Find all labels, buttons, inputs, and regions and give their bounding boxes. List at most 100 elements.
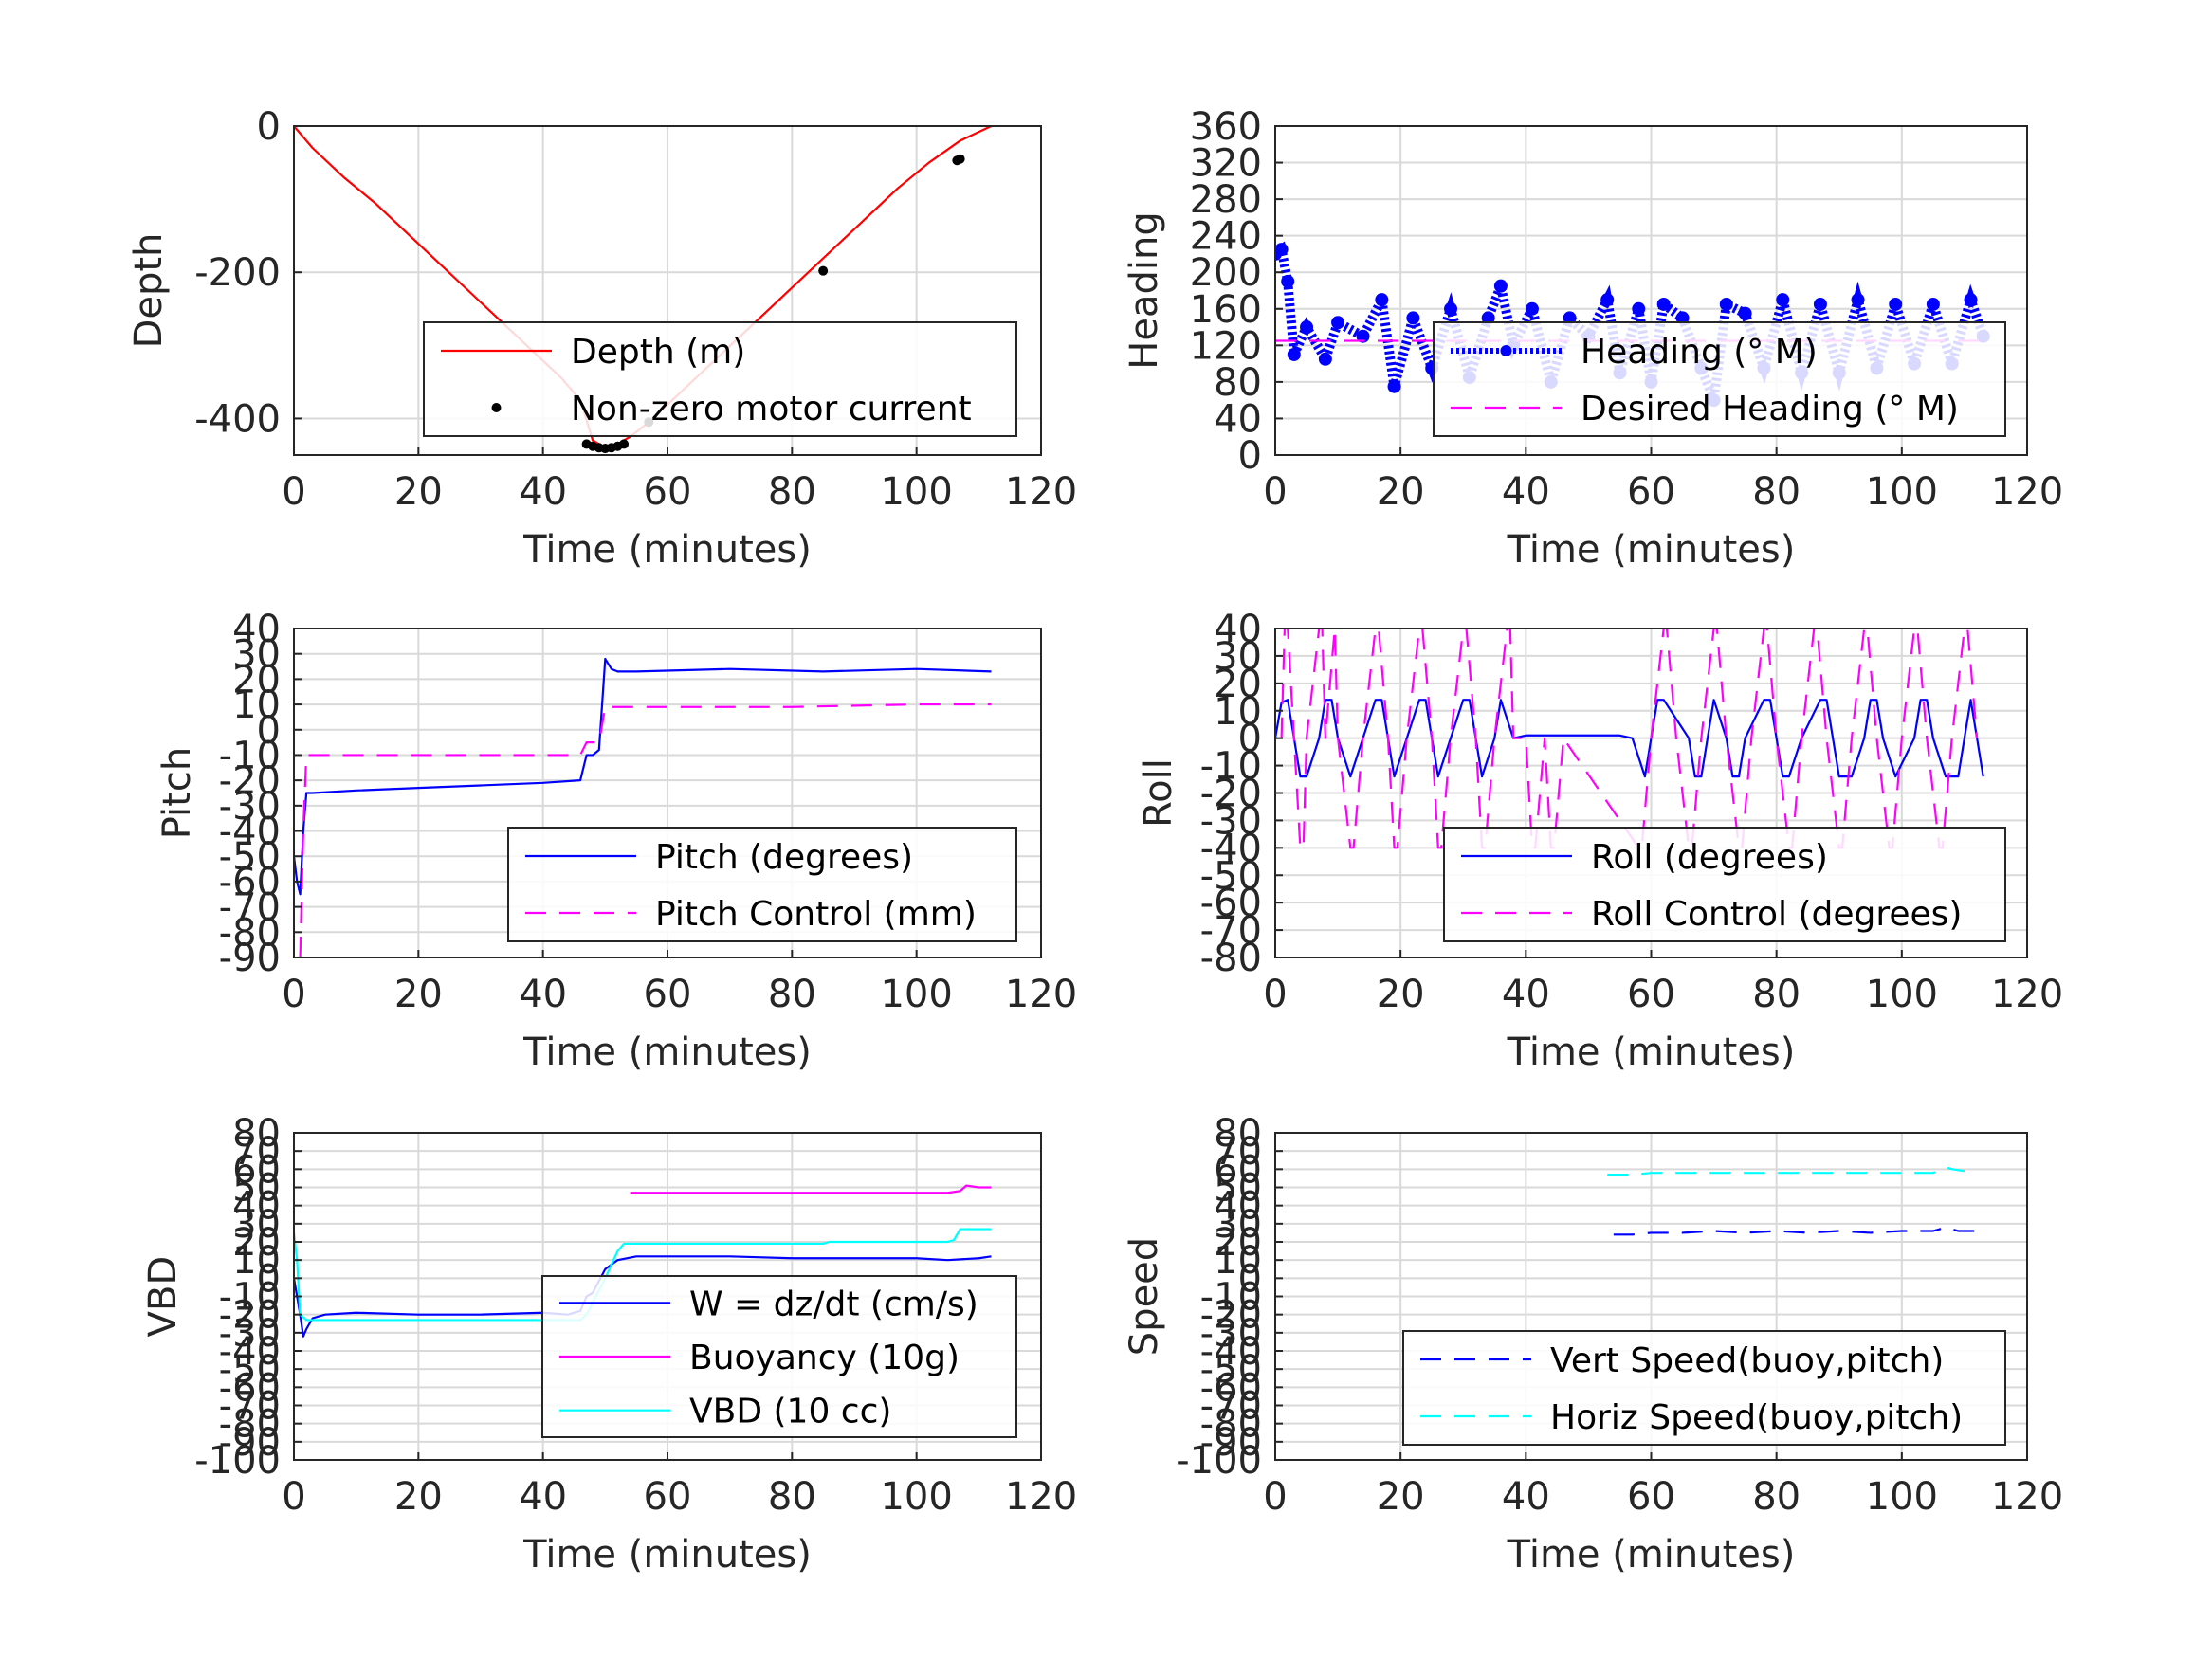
heading-x-tick-label: 120 (1991, 470, 2063, 514)
vbd-y-tick-label: 30 (232, 1203, 281, 1247)
depth-legend-box (423, 321, 1017, 437)
depth-legend-label: Depth (m) (571, 333, 745, 372)
depth-y-tick-label: 0 (257, 105, 281, 149)
heading-y-tick-label: 80 (1214, 361, 1262, 405)
vbd-subplot: 0 20 40 60 80 100 120-100-90-80-70-60-50-40-30… (141, 1112, 1077, 1577)
vbd-ylabel: VBD (141, 1256, 185, 1338)
speed-legend-label: Horiz Speed(buoy,pitch) (1550, 1398, 1963, 1437)
vbd-y-tick-label: 50 (232, 1167, 281, 1211)
roll-y-tick-label: -20 (1200, 773, 1262, 816)
vbd-y-tick-label: -40 (219, 1330, 281, 1374)
heading-y-tick-label: 320 (1190, 142, 1262, 186)
speed-x-tick-label: 40 (1502, 1475, 1550, 1519)
vbd-y-tick-label: 70 (232, 1130, 281, 1174)
speed-plot-area (1607, 1166, 1978, 1236)
pitch-y-tick-label: -80 (219, 911, 281, 955)
depth-xlabel: Time (minutes) (522, 528, 812, 572)
speed-y-tick-label: 40 (1214, 1185, 1262, 1229)
speed-y-tick-label: -60 (1200, 1366, 1262, 1410)
pitch-y-tick-label: -90 (219, 937, 281, 980)
speed-subplot: 0 20 40 60 80 100 120-100-90-80-70-60-50-40-30… (1123, 1112, 2063, 1577)
speed-y-tick-label: 70 (1214, 1130, 1262, 1174)
vbd-y-tick-label: -30 (219, 1312, 281, 1356)
heading-x-tick-label: 40 (1502, 470, 1550, 514)
pitch-subplot: 0 20 40 60 80 100 120-90-80-70-60-50-40-30-20-… (155, 608, 1077, 1074)
vbd-x-tick-label: 120 (1005, 1475, 1077, 1519)
roll-y-tick-label: 10 (1214, 690, 1262, 734)
pitch-y-tick-label: -60 (219, 861, 281, 904)
depth-x-tick-label: 60 (644, 470, 692, 514)
vbd-legend: W = dz/dt (cm/s) Buoyancy (10g) VBD (10 cc… (541, 1275, 1017, 1438)
heading-y-tick-label: 40 (1214, 397, 1262, 441)
roll-y-tick-label: 0 (1238, 718, 1262, 761)
speed-y-tick-label: 60 (1214, 1148, 1262, 1192)
heading-y-tick-label: 0 (1238, 434, 1262, 478)
pitch-y-tick-label: -70 (219, 886, 281, 930)
depth-x-tick-label: 0 (282, 470, 305, 514)
heading-y-tick-label: 120 (1190, 324, 1262, 368)
depth-legend: Depth (m) Non-zero motor current (423, 321, 1017, 437)
vbd-y-tick-label: -80 (219, 1403, 281, 1447)
vbd-y-tick-label: 0 (257, 1257, 281, 1301)
vbd-y-tick-label: -90 (219, 1421, 281, 1465)
roll-y-tick-label: -50 (1200, 854, 1262, 898)
depth-subplot: 0 20 40 60 80 100 120 0 -200 -400 Time (minutes) De… (127, 105, 1077, 572)
pitch-legend-label: Pitch (degrees) (655, 838, 913, 877)
vbd-x-tick-label: 0 (282, 1475, 305, 1519)
roll-y-tick-label: -40 (1200, 827, 1262, 870)
speed-y-tick-label: -70 (1200, 1385, 1262, 1429)
heading-legend-box (1433, 321, 2006, 437)
speed-y-tick-label: -80 (1200, 1403, 1262, 1447)
roll-ylabel: Roll (1137, 758, 1180, 828)
vbd-series-2-line (294, 1228, 992, 1322)
vbd-x-tick-label: 80 (768, 1475, 816, 1519)
heading-x-tick-label: 20 (1377, 470, 1425, 514)
speed-y-tick-label: 30 (1214, 1203, 1262, 1247)
roll-y-tick-label: 20 (1214, 663, 1262, 706)
heading-x-tick-label: 80 (1752, 470, 1801, 514)
depth-x-tick-label: 80 (768, 470, 816, 514)
roll-series-1-line (1280, 629, 1979, 849)
vbd-x-tick-label: 60 (644, 1475, 692, 1519)
pitch-y-tick-label: 0 (257, 709, 281, 753)
speed-x-tick-label: 100 (1866, 1475, 1938, 1519)
vbd-y-tick-label: 80 (232, 1112, 281, 1156)
depth-series-1-point (955, 154, 965, 164)
heading-legend: Heading (° M) Desired Heading (° M) (1433, 321, 2006, 437)
roll-x-tick-label: 80 (1752, 973, 1801, 1016)
speed-y-tick-label: -30 (1200, 1312, 1262, 1356)
speed-y-tick-label: 50 (1214, 1167, 1262, 1211)
speed-y-tick-label: -100 (1176, 1439, 1262, 1483)
speed-y-tick-label: -20 (1200, 1294, 1262, 1338)
depth-legend-marker (491, 403, 502, 412)
roll-legend: Roll (degrees) Roll Control (degrees) (1443, 827, 2006, 942)
vbd-y-tick-label: 40 (232, 1185, 281, 1229)
roll-plot-area (1275, 629, 1984, 849)
heading-subplot: 0 20 40 60 80 100 1200408012016020024028032036… (1123, 105, 2063, 572)
vbd-series-1-line (630, 1184, 992, 1194)
vbd-x-tick-label: 20 (394, 1475, 443, 1519)
pitch-y-tick-label: -50 (219, 835, 281, 879)
vbd-legend-label: VBD (10 cc) (689, 1393, 891, 1431)
pitch-ylabel: Pitch (155, 747, 199, 839)
pitch-plot-area (294, 657, 992, 957)
speed-x-tick-label: 80 (1752, 1475, 1801, 1519)
pitch-y-tick-label: -30 (219, 785, 281, 829)
vbd-y-tick-label: 10 (232, 1239, 281, 1283)
speed-x-tick-label: 0 (1263, 1475, 1287, 1519)
pitch-y-tick-label: 20 (232, 658, 281, 702)
heading-x-tick-label: 60 (1627, 470, 1675, 514)
speed-legend-label: Vert Speed(buoy,pitch) (1550, 1341, 1944, 1380)
heading-series-0-line (1275, 241, 1988, 402)
roll-y-tick-label: -10 (1200, 745, 1262, 789)
heading-y-tick-label: 360 (1190, 105, 1262, 149)
speed-ylabel: Speed (1123, 1237, 1166, 1356)
roll-x-tick-label: 100 (1866, 973, 1938, 1016)
vbd-y-tick-label: -60 (219, 1366, 281, 1410)
vbd-y-tick-label: -50 (219, 1348, 281, 1392)
vbd-y-tick-label: -70 (219, 1385, 281, 1429)
depth-plot-area (294, 126, 992, 454)
speed-y-tick-label: -50 (1200, 1348, 1262, 1392)
roll-y-tick-label: -60 (1200, 882, 1262, 925)
pitch-y-tick-label: 40 (232, 608, 281, 651)
